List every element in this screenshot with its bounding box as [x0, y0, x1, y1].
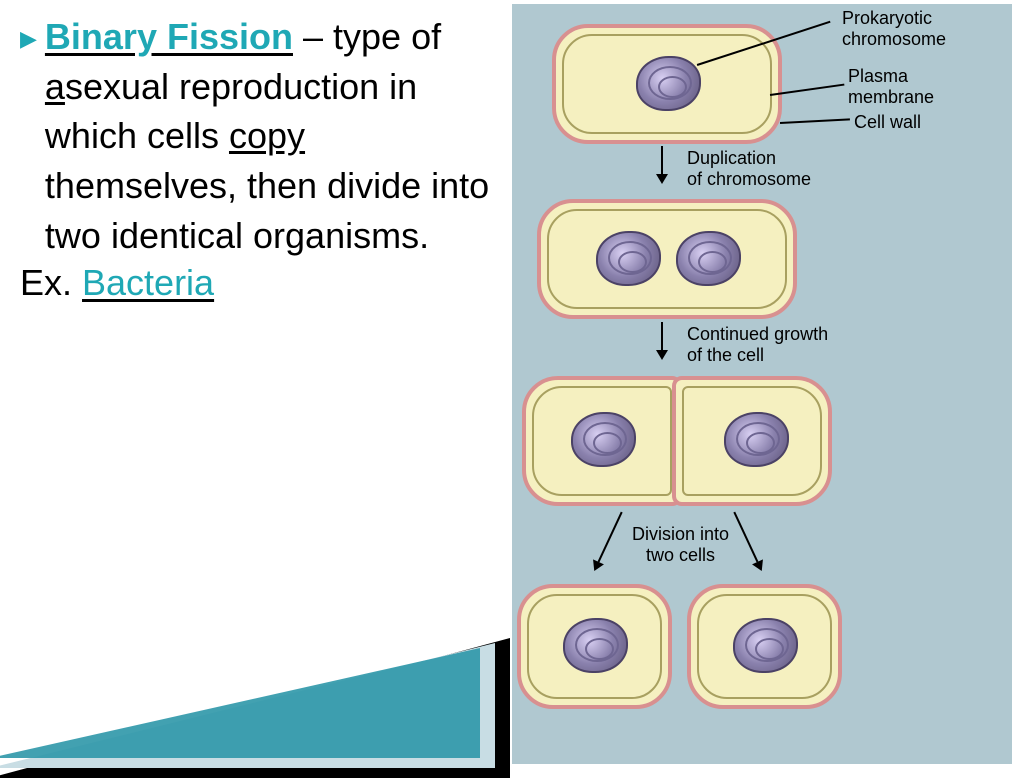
- slide-text: ▶ Binary Fission – type of asexual repro…: [20, 12, 500, 304]
- label-plasma-membrane: Plasma membrane: [848, 66, 934, 107]
- cell-stage-2: [537, 199, 797, 319]
- chromosome-icon: [636, 56, 701, 111]
- cell-stage-1: [552, 24, 782, 144]
- chromosome-icon: [733, 618, 798, 673]
- example-link: Bacteria: [82, 262, 214, 303]
- leader-line: [780, 118, 850, 123]
- decor-triangle-teal: [0, 648, 480, 758]
- chromosome-icon: [596, 231, 661, 286]
- bullet-icon: ▶: [20, 26, 37, 52]
- label-step-1: Duplication of chromosome: [687, 148, 811, 189]
- term-binary-fission: Binary Fission: [45, 16, 293, 57]
- cell-stage-4-right: [687, 584, 842, 709]
- chromosome-icon: [571, 412, 636, 467]
- cell-stage-3: [522, 376, 822, 506]
- label-prokaryotic-chromosome: Prokaryotic chromosome: [842, 8, 946, 49]
- arrow-step-3-left: [589, 510, 627, 574]
- example-line: Ex. Bacteria: [20, 262, 500, 304]
- label-step-2: Continued growth of the cell: [687, 324, 828, 365]
- arrow-step-3-right: [729, 510, 767, 574]
- arrow-step-2: [652, 322, 672, 360]
- binary-fission-diagram: Prokaryotic chromosome Plasma membrane C…: [512, 4, 1012, 764]
- chromosome-icon: [676, 231, 741, 286]
- chromosome-icon: [724, 412, 789, 467]
- cell-stage-4-left: [517, 584, 672, 709]
- label-step-3: Division into two cells: [632, 524, 729, 565]
- label-cell-wall: Cell wall: [854, 112, 921, 133]
- chromosome-icon: [563, 618, 628, 673]
- arrow-step-1: [652, 146, 672, 184]
- definition-text: Binary Fission – type of asexual reprodu…: [45, 12, 500, 260]
